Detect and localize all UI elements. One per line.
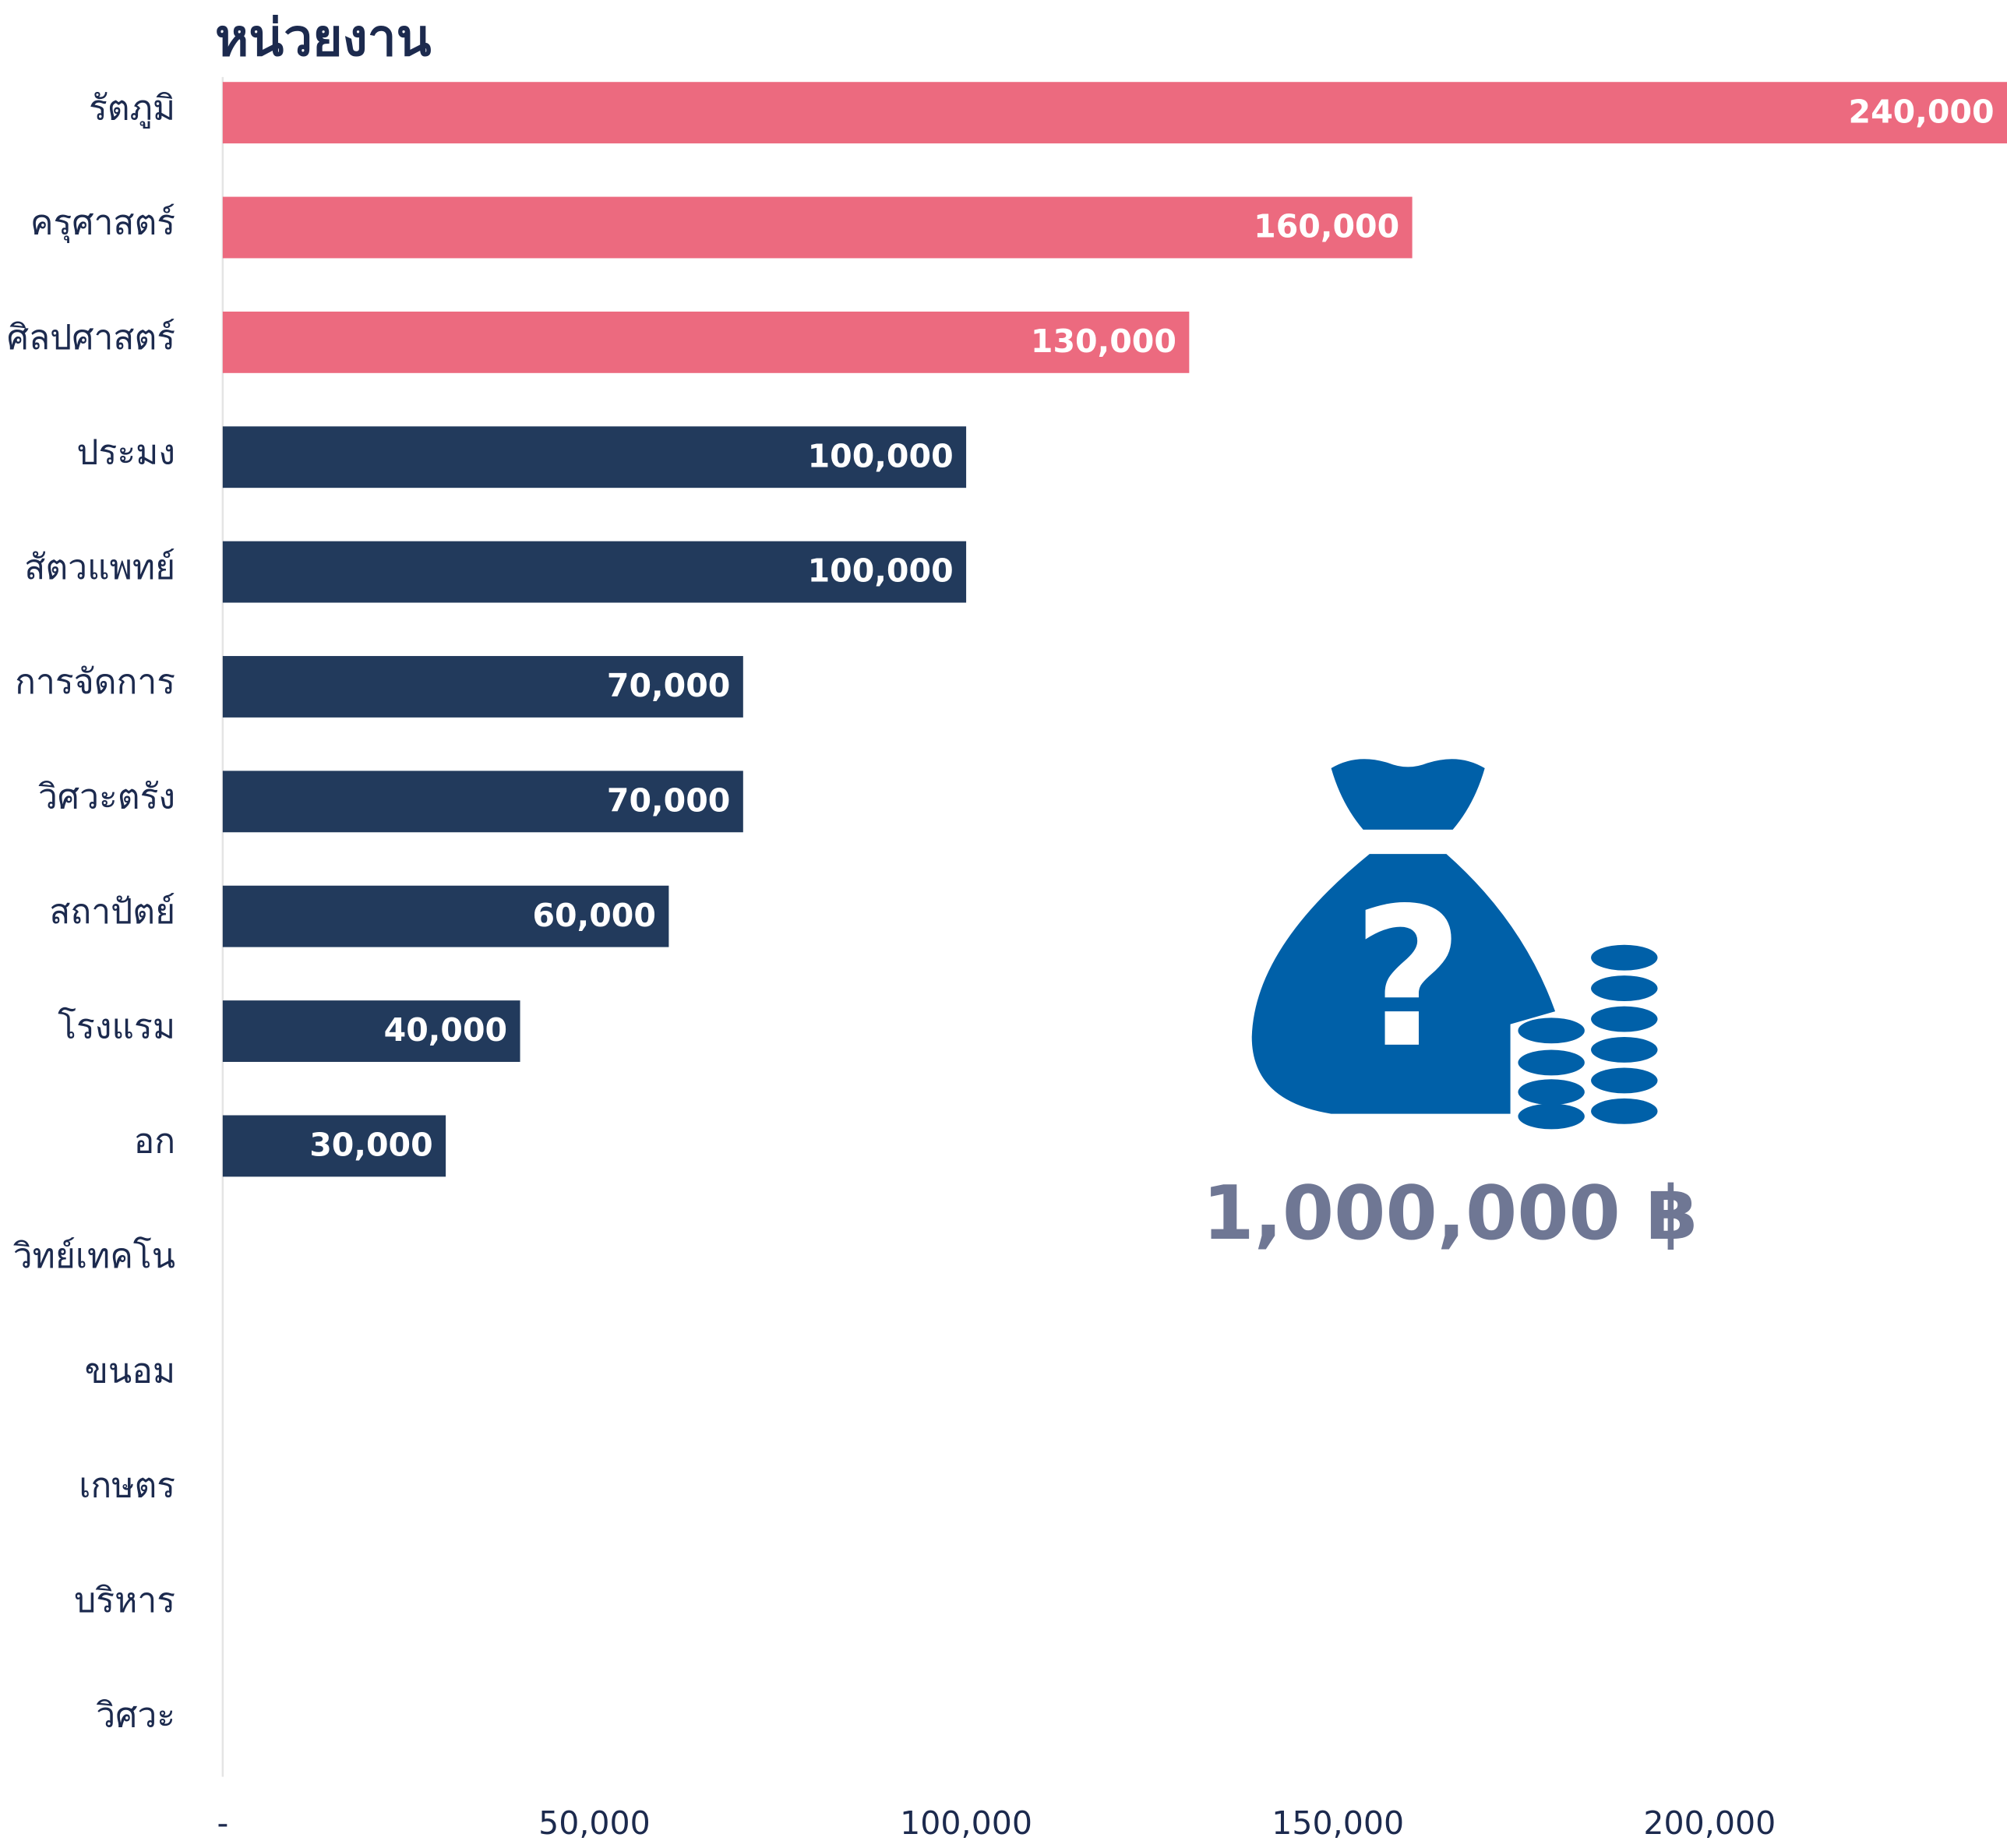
y-tick-label: วิศวะ [96, 1695, 175, 1735]
y-tick-label: รัตภูมิ [89, 88, 175, 129]
bar [222, 541, 967, 603]
chart-title: หน่วยงาน [215, 9, 432, 68]
y-tick-label: ขนอม [85, 1351, 175, 1391]
bar [222, 1000, 520, 1062]
value-label: 40,000 [384, 1011, 507, 1049]
y-tick-label: ครุศาสตร์ [30, 203, 175, 244]
bar [222, 426, 967, 488]
money-bag-icon: ? [1251, 759, 1658, 1130]
y-tick-label: บริหาร [74, 1581, 175, 1621]
value-label: 160,000 [1254, 208, 1399, 245]
y-tick-label: วิทย์เทคโน [13, 1236, 175, 1276]
x-tick-label: 150,000 [1272, 1804, 1404, 1842]
value-label: 30,000 [309, 1127, 432, 1164]
svg-text:?: ? [1353, 867, 1464, 1091]
bar [222, 1115, 446, 1177]
value-label: 130,000 [1031, 323, 1176, 360]
value-label: 60,000 [532, 897, 655, 934]
x-tick-label: 200,000 [1643, 1804, 1776, 1842]
x-tick-label: 50,000 [538, 1804, 651, 1842]
y-tick-label: การจัดการ [15, 662, 175, 702]
bar [222, 656, 743, 718]
y-tick-label: เกษตร [79, 1466, 175, 1506]
y-tick-label: ศิลปศาสตร์ [7, 318, 175, 358]
bar [222, 196, 1413, 259]
x-tick-label: 100,000 [900, 1804, 1032, 1842]
total-annotation: 1,000,000 ฿ [1202, 1171, 1698, 1257]
value-label: 240,000 [1849, 93, 1995, 130]
y-tick-label: โรงแรม [58, 1006, 175, 1046]
y-tick-label: อก [134, 1122, 175, 1162]
value-label: 100,000 [808, 437, 954, 474]
value-label: 100,000 [808, 552, 954, 590]
bar [222, 771, 743, 833]
x-tick-label: - [217, 1804, 228, 1842]
y-tick-label: สัตวแพทย์ [24, 548, 175, 587]
y-tick-label: สถาปัตย์ [49, 892, 175, 932]
bar [222, 82, 2007, 144]
value-label: 70,000 [607, 667, 730, 704]
bar [222, 885, 669, 947]
y-tick-label: ประมง [76, 432, 175, 472]
bar [222, 311, 1190, 373]
value-label: 70,000 [607, 781, 730, 819]
y-tick-label: วิศวะตรัง [38, 778, 175, 817]
